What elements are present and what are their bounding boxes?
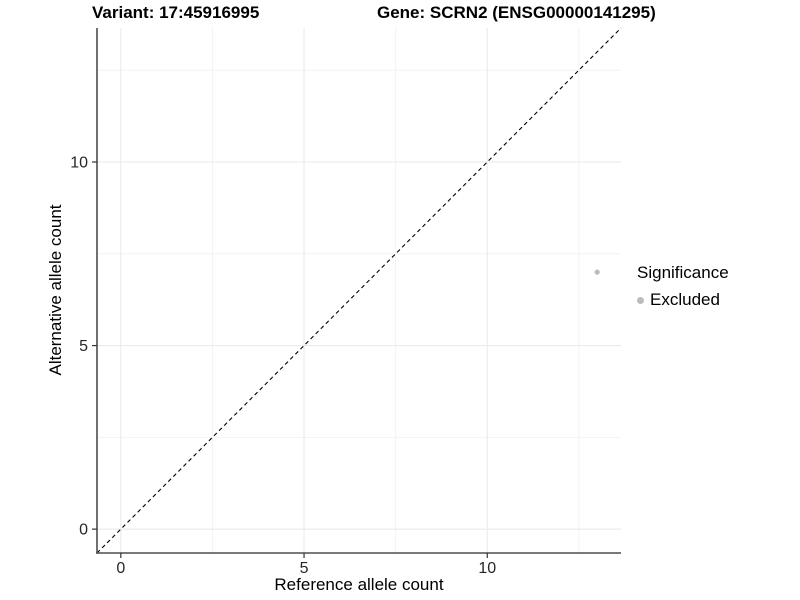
- y-tick-label: 0: [79, 522, 88, 539]
- legend-item-label: Excluded: [650, 290, 720, 309]
- data-point: [594, 269, 600, 275]
- identity-dashed-line: [96, 27, 622, 554]
- legend: Significance Excluded: [637, 263, 729, 310]
- x-tick-label: 10: [478, 560, 496, 577]
- legend-item-excluded: Excluded: [637, 290, 729, 310]
- legend-key-dot-icon: [637, 296, 644, 304]
- plot-title-gene: Gene: SCRN2 (ENSG00000141295): [377, 3, 656, 22]
- legend-title: Significance: [637, 263, 729, 282]
- y-tick-label: 5: [79, 338, 88, 355]
- x-tick-label: 0: [116, 560, 125, 577]
- x-tick-label: 5: [300, 560, 309, 577]
- x-axis-title: Reference allele count: [274, 575, 444, 594]
- y-tick-label: 10: [70, 155, 88, 172]
- plot-title-variant: Variant: 17:45916995: [92, 3, 260, 22]
